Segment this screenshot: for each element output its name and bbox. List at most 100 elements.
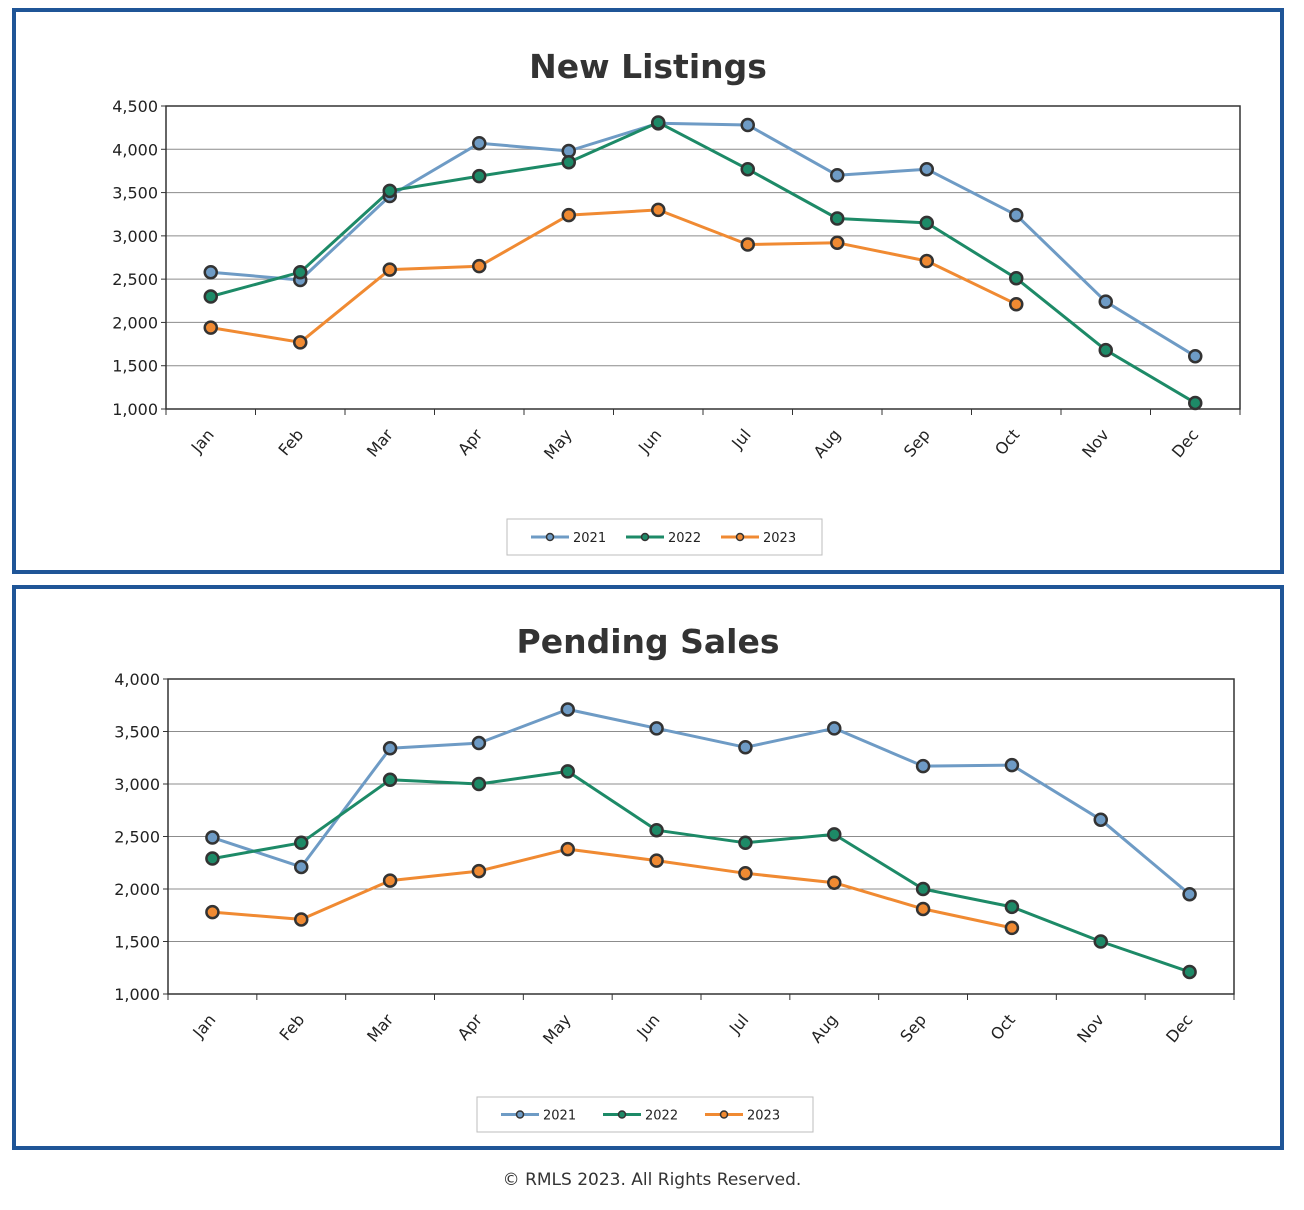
legend-swatch-marker <box>735 532 745 542</box>
y-tick-label: 3,000 <box>114 775 160 794</box>
data-point-2022 <box>471 776 487 792</box>
x-tick-label: Jan <box>187 425 218 457</box>
data-point-2021 <box>472 135 487 151</box>
data-point-2021 <box>1182 887 1197 902</box>
series-line-2023 <box>210 208 1017 344</box>
copyright-footer: © RMLS 2023. All Rights Reserved. <box>502 1170 802 1190</box>
data-point-2022 <box>382 772 398 788</box>
series-line-2023 <box>212 847 1013 930</box>
legend-swatch-marker <box>617 1110 627 1119</box>
x-tick-label: Mar <box>363 1010 397 1046</box>
legend-label: 2021 <box>573 531 606 546</box>
data-point-2022 <box>560 764 575 779</box>
data-point-2022 <box>915 881 931 897</box>
legend-swatch-marker <box>640 532 650 542</box>
series-line-2022 <box>210 120 1197 405</box>
chart-title: Pending Sales <box>517 622 780 661</box>
data-point-2023 <box>382 873 398 888</box>
x-tick-label: Jul <box>727 425 755 453</box>
data-point-2022 <box>1009 271 1024 286</box>
data-point-2021 <box>1004 757 1020 773</box>
data-point-2023 <box>472 258 487 274</box>
data-point-2022 <box>205 851 220 866</box>
data-point-2022 <box>561 155 576 170</box>
x-tick-label: Nov <box>1073 1010 1108 1046</box>
legend-label: 2021 <box>543 1109 576 1124</box>
data-point-2023 <box>293 335 308 350</box>
data-point-2021 <box>649 721 664 736</box>
legend-swatch-marker <box>545 532 555 542</box>
legend-label: 2023 <box>747 1109 780 1124</box>
data-point-2021 <box>1093 812 1108 827</box>
data-point-2022 <box>382 183 397 199</box>
y-tick-label: 1,500 <box>114 933 160 952</box>
x-tick-label: Oct <box>991 425 1023 458</box>
data-point-2022 <box>472 168 487 184</box>
data-point-2023 <box>738 866 753 881</box>
y-tick-label: 3,500 <box>114 723 160 742</box>
data-point-2022 <box>651 115 666 130</box>
y-tick-label: 4,500 <box>112 97 158 116</box>
data-point-2021 <box>919 161 934 177</box>
data-point-2021 <box>740 117 755 133</box>
new-listings-chart: New Listings 1,000 1,500 2,000 2,500 3,000 3,5… <box>112 47 1241 556</box>
data-point-2021 <box>560 702 575 717</box>
series-line-2021 <box>210 121 1197 358</box>
data-point-2021 <box>382 741 398 756</box>
data-point-2022 <box>740 161 755 177</box>
data-point-2022 <box>827 827 842 842</box>
data-point-2023 <box>294 912 309 927</box>
pending-sales-chart: Pending Sales 1,000 1,500 2,000 2,500 3,000 3,… <box>114 622 1235 1133</box>
data-point-2021 <box>738 740 753 755</box>
y-tick-label: 3,000 <box>112 227 158 246</box>
x-tick-label: Jun <box>632 1010 663 1042</box>
series-line-2022 <box>212 769 1191 974</box>
legend-label: 2022 <box>668 531 701 546</box>
y-tick-label: 2,000 <box>114 880 160 899</box>
x-tick-label: Feb <box>275 425 308 459</box>
x-tick-label: Jul <box>725 1010 753 1038</box>
legend-swatch-marker <box>719 1110 729 1119</box>
data-point-2021 <box>830 168 845 183</box>
y-tick-label: 1,500 <box>112 357 158 376</box>
data-point-2023 <box>915 901 931 917</box>
data-point-2022 <box>919 215 934 231</box>
data-point-2023 <box>1004 920 1020 936</box>
data-point-2021 <box>471 735 487 751</box>
data-point-2022 <box>1004 899 1020 915</box>
data-point-2021 <box>1009 207 1024 223</box>
data-point-2021 <box>205 830 220 845</box>
x-tick-label: Sep <box>900 425 934 460</box>
data-point-2023 <box>560 841 575 857</box>
data-point-2022 <box>830 211 845 226</box>
data-point-2022 <box>294 835 309 851</box>
x-tick-label: Jun <box>634 425 665 457</box>
data-point-2021 <box>203 264 218 280</box>
data-point-2022 <box>1093 934 1108 949</box>
x-tick-label: May <box>540 425 576 463</box>
data-point-2023 <box>205 904 220 920</box>
y-tick-label: 2,000 <box>112 313 158 332</box>
data-point-2023 <box>919 253 934 269</box>
x-tick-label: Mar <box>363 425 397 461</box>
x-tick-label: Aug <box>807 1010 842 1046</box>
data-point-2023 <box>830 235 845 251</box>
new-listings-panel: New Listings 1,000 1,500 2,000 2,500 3,000 3,5… <box>12 8 1284 574</box>
data-point-2021 <box>1098 294 1113 309</box>
y-tick-label: 2,500 <box>114 828 160 847</box>
x-tick-label: Aug <box>810 425 845 461</box>
x-tick-label: Oct <box>987 1010 1019 1043</box>
y-tick-label: 1,000 <box>114 985 160 1004</box>
y-tick-label: 4,000 <box>112 140 158 159</box>
data-point-2022 <box>738 835 753 851</box>
data-point-2021 <box>1188 348 1203 364</box>
data-point-2023 <box>1009 296 1024 312</box>
data-point-2022 <box>1188 395 1203 411</box>
data-point-2022 <box>293 264 308 280</box>
x-tick-label: Apr <box>454 1010 487 1044</box>
legend-swatch-marker <box>515 1110 525 1119</box>
plot-area-border <box>165 105 1241 410</box>
x-tick-label: Dec <box>1168 425 1202 461</box>
y-tick-label: 1,000 <box>112 400 158 419</box>
data-point-2023 <box>382 262 397 277</box>
